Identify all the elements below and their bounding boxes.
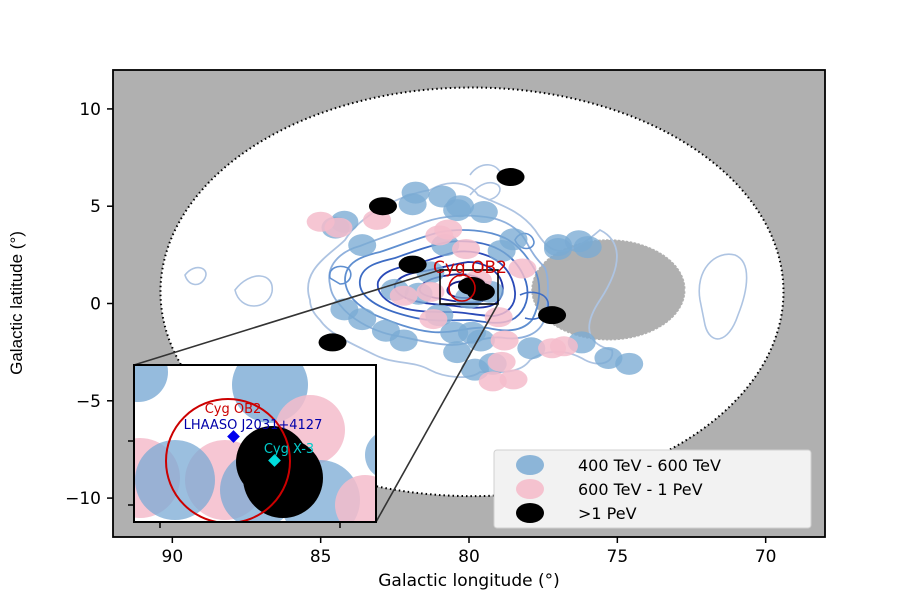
- marker-above-1-pev: [538, 306, 567, 325]
- marker-600-tev-1-pev: [389, 285, 418, 306]
- y-tick-label: −5: [76, 392, 101, 412]
- inset-blue-disk: [365, 434, 376, 476]
- x-tick-label: 70: [755, 547, 777, 567]
- x-axis-label: Galactic longitude (°): [378, 571, 560, 591]
- marker-400-600-tev: [544, 238, 572, 261]
- cyg-ob2-circle: [448, 274, 476, 302]
- markers: [306, 168, 644, 392]
- contour-2: [344, 229, 541, 334]
- legend-box: [493, 449, 812, 529]
- legend: 400 TeV - 600 TeV 600 TeV - 1 PeV >1 PeV: [493, 449, 812, 529]
- marker-400-600-tev: [517, 337, 546, 360]
- inset-label-cyg-x3: Cyg X-3: [264, 442, 314, 457]
- inset: Cyg OB2 LHAASO J2031+4127 Cyg X-3: [128, 364, 377, 528]
- marker-above-1-pev: [457, 276, 486, 295]
- inset-label-lhaaso: LHAASO J2031+4127: [184, 418, 323, 433]
- marker-400-600-tev: [469, 201, 498, 224]
- cyg-ob2-circle-inset: [165, 398, 291, 522]
- marker-400-600-tev: [446, 195, 475, 218]
- legend-marker-600-1pev: [516, 479, 544, 499]
- inset-pink-disk: [335, 475, 376, 522]
- marker-600-tev-1-pev: [490, 330, 519, 351]
- marker-600-tev-1-pev: [487, 351, 516, 372]
- zoom-connector-top: [133, 269, 441, 366]
- contour-right-extension: [519, 291, 549, 320]
- marker-600-tev-1-pev: [452, 239, 481, 260]
- y-tick-label: −10: [65, 489, 101, 509]
- cyg-x3-marker: [268, 454, 281, 467]
- inset-blue-disk: [135, 440, 215, 520]
- marker-400-600-tev: [443, 341, 472, 364]
- y-axis-label: Galactic latitude (°): [7, 231, 26, 375]
- y-tick-label: 5: [90, 197, 101, 217]
- legend-label-600-1pev: 600 TeV - 1 PeV: [578, 480, 703, 499]
- marker-600-tev-1-pev: [478, 371, 507, 392]
- contour-right-blob: [698, 253, 748, 340]
- inset-content: Cyg OB2 LHAASO J2031+4127 Cyg X-3: [134, 365, 376, 522]
- marker-above-1-pev: [368, 197, 397, 216]
- legend-label-1pev: >1 PeV: [578, 504, 637, 523]
- marker-400-600-tev: [573, 236, 602, 259]
- marker-400-600-tev: [401, 181, 430, 204]
- contour-3: [358, 240, 529, 324]
- y-tick-label: 10: [79, 100, 101, 120]
- inset-frame: [133, 364, 377, 523]
- inset-black-disk: [243, 438, 323, 518]
- marker-600-tev-1-pev: [484, 307, 513, 328]
- marker-600-tev-1-pev: [324, 217, 353, 238]
- zoom-box: [439, 269, 499, 305]
- x-tick-label: 80: [458, 547, 480, 567]
- marker-400-600-tev: [499, 228, 528, 251]
- marker-600-tev-1-pev: [499, 369, 528, 390]
- marker-above-1-pev: [318, 333, 347, 352]
- marker-600-tev-1-pev: [434, 219, 463, 240]
- y-tick-label: 0: [90, 295, 101, 315]
- contour-outer-2: [469, 181, 501, 201]
- marker-above-1-pev: [398, 255, 427, 274]
- marker-400-600-tev: [348, 234, 377, 257]
- x-tick-label: 90: [162, 547, 184, 567]
- legend-marker-400-600: [516, 455, 544, 475]
- marker-400-600-tev: [389, 329, 418, 352]
- excluded-region: [530, 238, 687, 342]
- marker-400-600-tev: [348, 308, 377, 331]
- marker-600-tev-1-pev: [419, 309, 448, 330]
- marker-600-tev-1-pev: [549, 336, 578, 357]
- marker-400-600-tev: [615, 352, 644, 375]
- legend-label-400-600: 400 TeV - 600 TeV: [578, 456, 721, 475]
- contour-left-blob: [184, 266, 273, 307]
- lhaaso-marker: [227, 430, 240, 443]
- zoom-connector-bottom: [375, 303, 499, 523]
- marker-above-1-pev: [496, 168, 525, 187]
- x-tick-label: 75: [607, 547, 629, 567]
- cyg-ob2-annotation: Cyg OB2: [433, 258, 507, 278]
- x-tick-label: 85: [310, 547, 332, 567]
- marker-600-tev-1-pev: [416, 281, 445, 302]
- inset-blue-disk: [134, 365, 168, 402]
- ticks: 90 85 80 75 70 10 5 0 −5 −10: [65, 100, 776, 567]
- legend-marker-1pev: [516, 503, 544, 523]
- inset-label-cyg-ob2: Cyg OB2: [205, 402, 262, 417]
- marker-600-tev-1-pev: [508, 258, 537, 279]
